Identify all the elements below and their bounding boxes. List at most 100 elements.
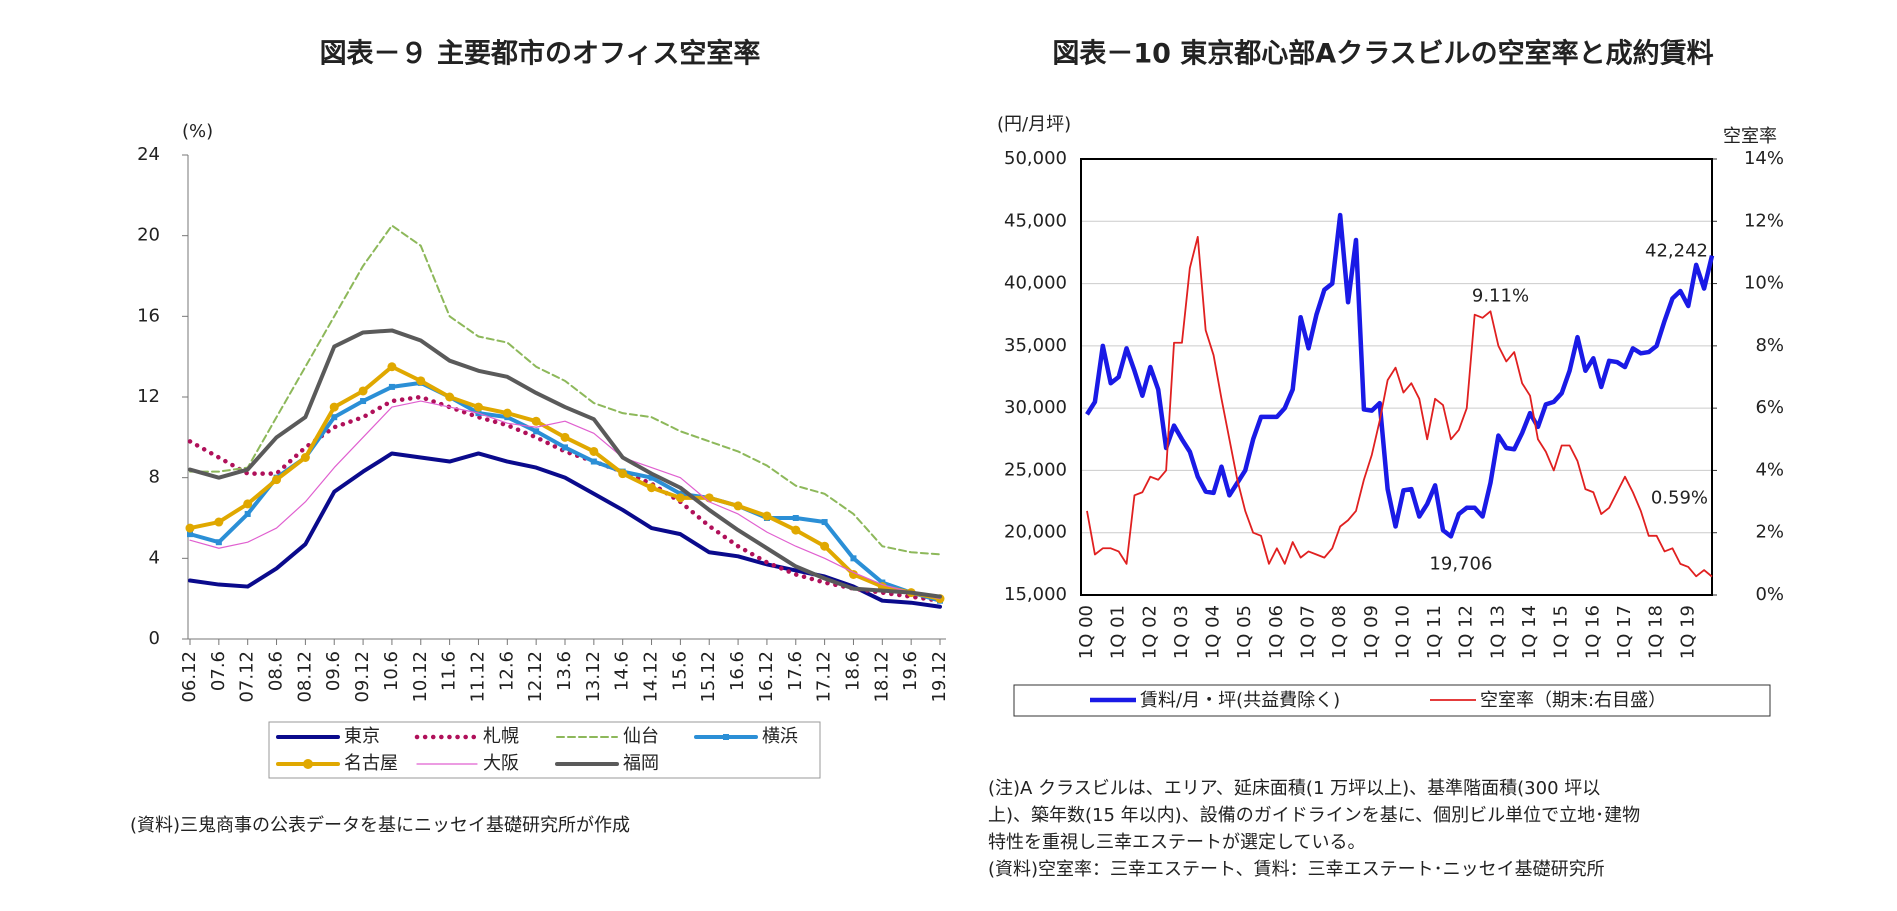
x-tick-label: 1Q 18 [1646,605,1667,659]
legend-label: 横浜 [762,726,798,747]
x-tick-label: 19.12 [929,651,950,703]
point [821,519,828,526]
x-tick-label: 18.12 [871,651,892,703]
y-tick-label: 25,000 [1004,459,1067,480]
legend-label: 東京 [344,726,380,747]
x-tick-label: 06.12 [179,651,200,703]
y-tick-label: 12 [137,386,160,407]
point [329,402,339,412]
note: (資料)空室率：三幸エステート、賃料：三幸エステート･ニッセイ基礎研究所 [988,859,1605,880]
point [618,469,628,479]
legend-label: 空室率（期末:右目盛） [1480,690,1666,711]
y2-tick-label: 10% [1744,273,1784,294]
point [560,432,570,442]
point [300,453,310,462]
x-tick-label: 1Q 15 [1551,605,1572,659]
x-tick-label: 13.6 [554,651,575,691]
x-tick-label: 1Q 06 [1266,605,1287,659]
x-tick-label: 1Q 07 [1298,605,1319,659]
x-tick-label: 1Q 10 [1392,605,1413,659]
y-tick-label: 35,000 [1004,335,1067,356]
y2-tick-label: 4% [1755,459,1784,480]
point [762,511,772,521]
x-tick-label: 1Q 12 [1456,605,1477,659]
data-label: 19,706 [1429,553,1492,574]
point [214,517,224,527]
y-axis-unit: (%) [182,121,213,142]
y-tick-label: 20,000 [1004,522,1067,543]
legend-marker [723,734,729,740]
legend-label: 賃料/月・坪(共益費除く) [1140,690,1340,711]
x-tick-label: 1Q 19 [1677,605,1698,659]
x-tick-label: 18.6 [842,651,863,691]
point [589,446,599,456]
x-tick-label: 15.12 [698,651,719,703]
point [848,569,858,579]
series-line [189,224,941,556]
point [647,483,657,493]
point [244,510,251,517]
point [416,376,426,386]
y-tick-label: 45,000 [1004,210,1067,231]
point [358,386,368,396]
legend-label: 札幌 [483,726,519,747]
x-tick-label: 16.12 [756,651,777,703]
x-tick-label: 1Q 03 [1171,605,1192,659]
x-tick-label: 14.12 [641,651,662,703]
x-tick-label: 08.12 [294,651,315,703]
x-tick-label: 11.12 [467,651,488,703]
x-tick-label: 10.12 [410,651,431,703]
point [243,499,253,509]
y2-tick-label: 0% [1755,584,1784,605]
data-label: 0.59% [1651,488,1708,509]
point [850,555,857,562]
y2-tick-label: 8% [1755,335,1784,356]
x-tick-label: 15.6 [669,651,690,691]
y-axis-unit: (円/月坪) [997,114,1071,135]
source-note: (資料)三鬼商事の公表データを基にニッセイ基礎研究所が作成 [130,815,630,836]
y2-tick-label: 14% [1744,148,1784,169]
x-tick-label: 08.6 [266,651,287,691]
y2-tick-label: 2% [1755,522,1784,543]
series-line [1086,235,1713,578]
x-tick-label: 11.6 [439,651,460,691]
x-tick-label: 12.12 [525,651,546,703]
y-tick-label: 0 [149,628,160,649]
legend-label: 大阪 [483,753,519,774]
point [502,408,512,418]
y2-axis-unit: 空室率 [1723,126,1777,147]
point [733,501,743,511]
point [590,458,597,465]
y-tick-label: 40,000 [1004,273,1067,294]
legend-label: 名古屋 [344,753,398,774]
series-line [188,328,942,599]
point [272,475,282,485]
x-tick-label: 10.6 [381,651,402,691]
y-tick-label: 50,000 [1004,148,1067,169]
x-tick-label: 1Q 01 [1108,605,1129,659]
point [360,398,367,405]
x-tick-label: 07.12 [237,651,258,703]
point [820,541,830,551]
legend-box [1013,684,1771,717]
x-tick-label: 17.6 [785,651,806,691]
x-tick-label: 1Q 11 [1424,605,1445,659]
chart-title: 図表－10 東京都心部Aクラスビルの空室率と成約賃料 [1052,38,1713,70]
y-tick-label: 15,000 [1004,584,1067,605]
point [187,531,193,538]
series-line [188,380,942,603]
series-line [1085,212,1715,539]
note: (注)A クラスビルは、エリア、延床面積(1 万坪以上)、基準階面積(300 坪… [988,778,1600,799]
y2-tick-label: 6% [1755,397,1784,418]
legend-label: 仙台 [623,726,659,747]
chart-title: 図表－９ 主要都市のオフィス空室率 [320,38,761,70]
legend-box [268,721,821,779]
point [791,525,801,535]
point [533,428,540,435]
point [531,416,541,426]
point [185,523,195,533]
y2-tick-label: 12% [1744,210,1784,231]
x-tick-label: 1Q 04 [1203,605,1224,659]
x-tick-label: 17.12 [814,651,835,703]
